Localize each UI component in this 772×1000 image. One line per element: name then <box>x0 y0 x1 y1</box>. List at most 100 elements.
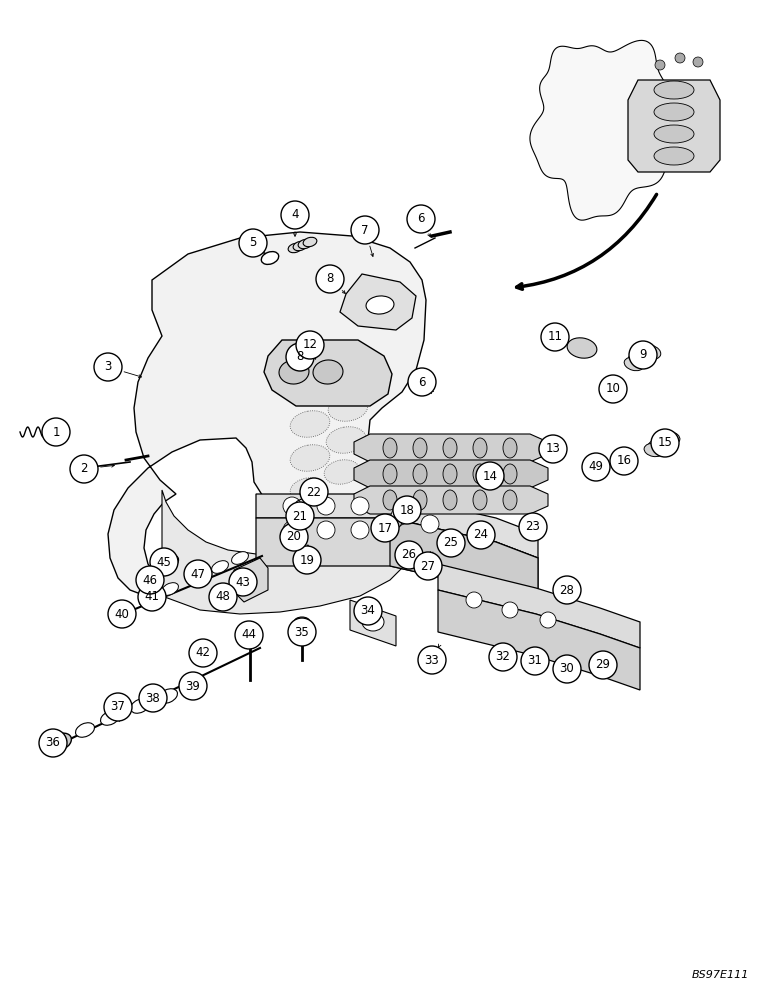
Circle shape <box>317 497 335 515</box>
Circle shape <box>437 529 465 557</box>
Ellipse shape <box>366 296 394 314</box>
Circle shape <box>39 729 67 757</box>
Circle shape <box>519 513 547 541</box>
Ellipse shape <box>473 490 487 510</box>
Ellipse shape <box>161 583 178 595</box>
Ellipse shape <box>660 431 680 445</box>
Text: 37: 37 <box>110 700 125 714</box>
Text: 10: 10 <box>605 382 621 395</box>
Circle shape <box>104 693 132 721</box>
Text: 39: 39 <box>185 680 201 692</box>
Ellipse shape <box>443 438 457 458</box>
Text: 29: 29 <box>595 658 611 672</box>
Ellipse shape <box>198 645 215 657</box>
Text: 27: 27 <box>421 560 435 572</box>
Text: 34: 34 <box>361 604 375 617</box>
Text: 7: 7 <box>361 224 369 236</box>
Text: 42: 42 <box>195 647 211 660</box>
Ellipse shape <box>383 438 397 458</box>
Circle shape <box>179 672 207 700</box>
Circle shape <box>316 265 344 293</box>
Polygon shape <box>390 518 538 606</box>
Ellipse shape <box>382 518 401 530</box>
Circle shape <box>288 618 316 646</box>
Ellipse shape <box>625 357 644 371</box>
Circle shape <box>414 552 442 580</box>
Circle shape <box>281 201 309 229</box>
Circle shape <box>610 447 638 475</box>
Ellipse shape <box>654 147 694 165</box>
Circle shape <box>582 453 610 481</box>
Circle shape <box>229 568 257 596</box>
Ellipse shape <box>287 530 301 540</box>
Ellipse shape <box>654 103 694 121</box>
Text: 45: 45 <box>157 556 171 568</box>
Circle shape <box>139 684 167 712</box>
Text: 25: 25 <box>444 536 459 550</box>
Ellipse shape <box>303 237 317 247</box>
Ellipse shape <box>400 504 420 516</box>
Circle shape <box>651 429 679 457</box>
Circle shape <box>675 53 685 63</box>
Circle shape <box>286 343 314 371</box>
Ellipse shape <box>140 594 157 606</box>
Ellipse shape <box>288 243 302 253</box>
Text: 13: 13 <box>546 442 560 456</box>
Ellipse shape <box>598 655 612 665</box>
Ellipse shape <box>243 624 257 633</box>
Ellipse shape <box>654 125 694 143</box>
Circle shape <box>239 229 267 257</box>
Ellipse shape <box>302 485 326 499</box>
Text: 17: 17 <box>378 522 392 534</box>
Text: 6: 6 <box>418 375 425 388</box>
Ellipse shape <box>644 443 664 457</box>
Circle shape <box>655 60 665 70</box>
Circle shape <box>184 560 212 588</box>
Text: 16: 16 <box>617 454 631 468</box>
Circle shape <box>296 331 324 359</box>
Ellipse shape <box>443 464 457 484</box>
Text: 31: 31 <box>527 654 543 668</box>
Ellipse shape <box>157 554 178 570</box>
Text: 11: 11 <box>547 330 563 344</box>
Ellipse shape <box>628 354 648 368</box>
Text: 6: 6 <box>417 213 425 226</box>
Ellipse shape <box>328 395 367 421</box>
Circle shape <box>553 576 581 604</box>
Circle shape <box>395 541 423 569</box>
Circle shape <box>286 502 314 530</box>
Ellipse shape <box>279 360 309 384</box>
Text: 14: 14 <box>482 470 497 483</box>
Ellipse shape <box>187 678 205 692</box>
Ellipse shape <box>413 464 427 484</box>
Circle shape <box>539 435 567 463</box>
Text: 49: 49 <box>588 460 604 474</box>
Circle shape <box>476 462 504 490</box>
Circle shape <box>280 523 308 551</box>
Circle shape <box>317 521 335 539</box>
Circle shape <box>393 496 421 524</box>
Circle shape <box>108 600 136 628</box>
Polygon shape <box>438 590 640 690</box>
Ellipse shape <box>290 411 330 437</box>
Ellipse shape <box>362 613 384 631</box>
Circle shape <box>283 497 301 515</box>
Text: 33: 33 <box>425 654 439 666</box>
Polygon shape <box>256 518 538 606</box>
Circle shape <box>553 655 581 683</box>
Ellipse shape <box>473 464 487 484</box>
Ellipse shape <box>497 648 511 658</box>
Circle shape <box>408 368 436 396</box>
Text: BS97E111: BS97E111 <box>691 970 749 980</box>
Circle shape <box>150 548 178 576</box>
Ellipse shape <box>652 437 672 451</box>
Circle shape <box>407 205 435 233</box>
Circle shape <box>136 566 164 594</box>
Text: 18: 18 <box>400 504 415 516</box>
Ellipse shape <box>294 617 310 627</box>
Text: 35: 35 <box>295 626 310 639</box>
Ellipse shape <box>290 445 330 471</box>
Text: 30: 30 <box>560 662 574 676</box>
Text: 28: 28 <box>560 584 574 596</box>
Circle shape <box>293 546 321 574</box>
